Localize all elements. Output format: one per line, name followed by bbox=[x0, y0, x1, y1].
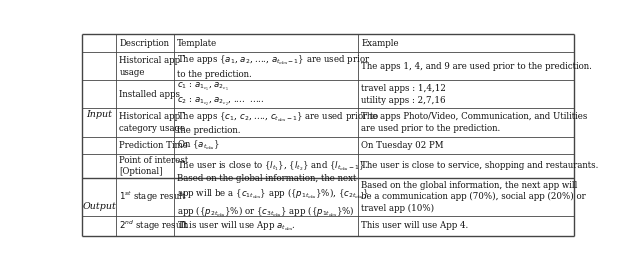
Text: The user is close to {$l_{t_1}$}, {$l_{t_2}$} and {$l_{t_{obs}-1}$}.: The user is close to {$l_{t_1}$}, {$l_{t… bbox=[177, 159, 369, 172]
Text: Based on the global information, the next app will
be a communication app (70%),: Based on the global information, the nex… bbox=[362, 181, 586, 213]
Text: Prediction Time: Prediction Time bbox=[119, 141, 188, 150]
Text: The user is close to service, shopping and restaurants.: The user is close to service, shopping a… bbox=[362, 161, 599, 170]
Text: On Tuesday 02 PM: On Tuesday 02 PM bbox=[362, 141, 444, 150]
Text: The apps 1, 4, and 9 are used prior to the prediction.: The apps 1, 4, and 9 are used prior to t… bbox=[362, 62, 592, 71]
Text: Example: Example bbox=[362, 39, 399, 48]
Text: Based on the global information, the next
app will be a {$c_{1t_{obs}}$} app ({$: Based on the global information, the nex… bbox=[177, 174, 369, 219]
Text: $c_1$ : $a_{1_{c_1}}$, $a_{2_{c_1}}$
$c_2$ : $a_{1_{c_2}}$, $a_{2_{c_2}}$, .... : $c_1$ : $a_{1_{c_1}}$, $a_{2_{c_1}}$ $c_… bbox=[177, 81, 265, 108]
Text: Historical app
usage: Historical app usage bbox=[119, 56, 180, 77]
Text: This user will use App $a_{t_{obs}}$.: This user will use App $a_{t_{obs}}$. bbox=[177, 219, 296, 233]
Text: Output: Output bbox=[82, 202, 116, 211]
Text: The apps Photo/Video, Communication, and Utilities
are used prior to the predict: The apps Photo/Video, Communication, and… bbox=[362, 112, 588, 133]
Text: Historical app
category usage: Historical app category usage bbox=[119, 112, 186, 133]
Text: Point of interest
[Optional]: Point of interest [Optional] bbox=[119, 156, 189, 176]
Text: Template: Template bbox=[177, 39, 218, 48]
Text: travel apps : 1,4,12
utility apps : 2,7,16: travel apps : 1,4,12 utility apps : 2,7,… bbox=[362, 84, 446, 105]
Text: $2^{nd}$ stage result: $2^{nd}$ stage result bbox=[119, 219, 189, 233]
Text: On {$a_{t_{obs}}$}: On {$a_{t_{obs}}$} bbox=[177, 139, 220, 152]
Text: Installed apps: Installed apps bbox=[119, 90, 180, 99]
Text: The apps {$c_1$, $c_2$, ...., $c_{t_{obs}-1}$} are used prior to
the prediction.: The apps {$c_1$, $c_2$, ...., $c_{t_{obs… bbox=[177, 110, 380, 135]
Text: This user will use App 4.: This user will use App 4. bbox=[362, 221, 468, 230]
Text: $1^{st}$ stage result: $1^{st}$ stage result bbox=[119, 190, 187, 204]
Text: The apps {$a_1$, $a_2$, ...., $a_{t_{obs}-1}$} are used prior
to the prediction.: The apps {$a_1$, $a_2$, ...., $a_{t_{obs… bbox=[177, 54, 371, 79]
Text: Input: Input bbox=[86, 111, 112, 119]
Text: Description: Description bbox=[119, 39, 170, 48]
